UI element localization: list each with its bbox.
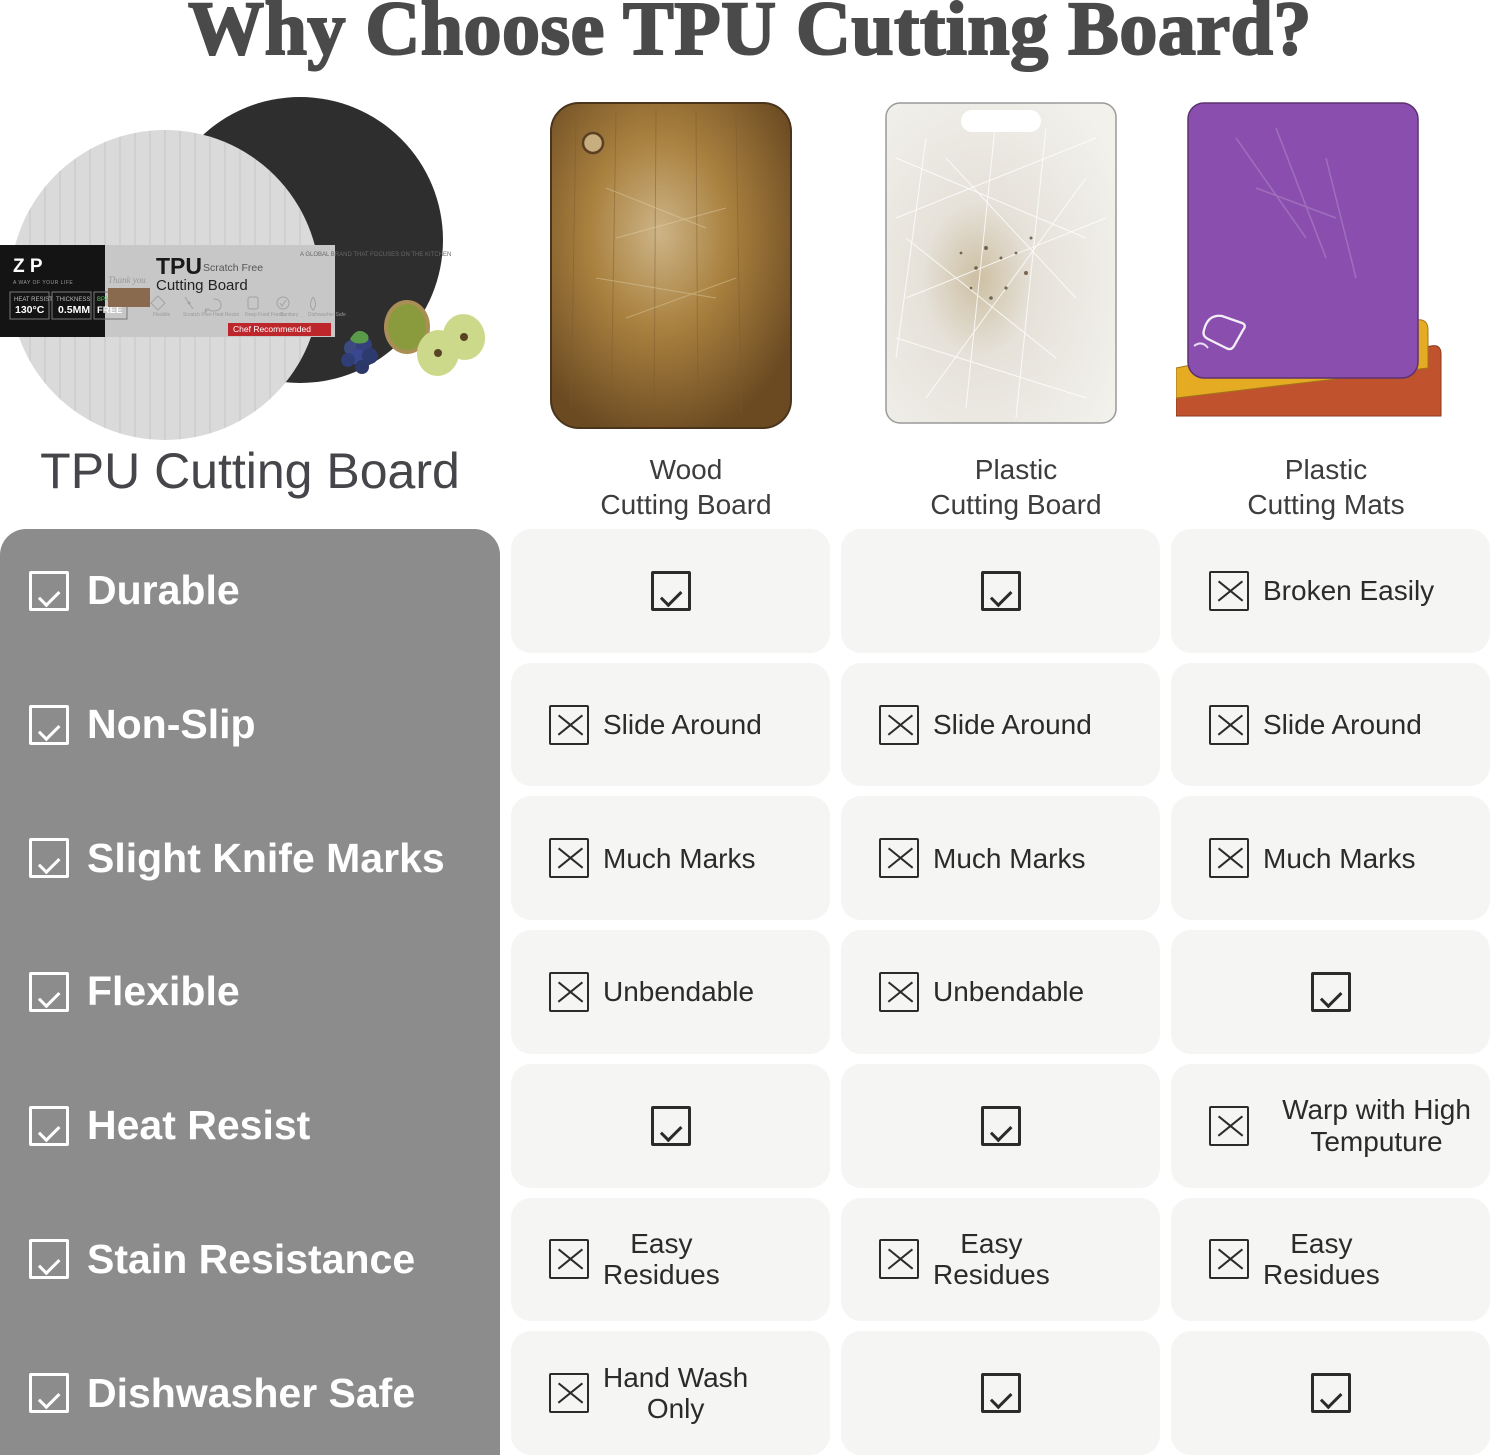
svg-text:A GLOBAL BRAND THAT FOCUSES ON: A GLOBAL BRAND THAT FOCUSES ON THE KITCH…: [300, 252, 451, 258]
svg-text:Cutting Board: Cutting Board: [156, 277, 248, 294]
svg-text:Dishwasher Safe: Dishwasher Safe: [308, 312, 346, 318]
svg-text:THICKNESS: THICKNESS: [56, 297, 90, 303]
svg-text:Thank you: Thank you: [108, 275, 146, 285]
svg-text:Scratch Free: Scratch Free: [183, 312, 212, 318]
svg-text:Flexible: Flexible: [153, 312, 170, 318]
svg-text:Sanitary: Sanitary: [280, 312, 299, 318]
svg-text:BPA: BPA: [97, 297, 109, 303]
svg-text:Heat Resist: Heat Resist: [213, 312, 239, 318]
svg-text:A WAY OF YOUR LIFE: A WAY OF YOUR LIFE: [13, 280, 73, 286]
svg-text:Scratch Free: Scratch Free: [203, 262, 263, 274]
svg-text:TPU: TPU: [156, 253, 202, 279]
svg-text:HEAT RESIST: HEAT RESIST: [14, 297, 53, 303]
svg-text:Z P: Z P: [13, 256, 43, 277]
svg-text:0.5MM: 0.5MM: [58, 304, 90, 316]
svg-text:130°C: 130°C: [15, 304, 45, 316]
svg-text:Keep Food Fresh: Keep Food Fresh: [245, 312, 284, 318]
svg-text:Chef Recommended: Chef Recommended: [233, 324, 311, 334]
